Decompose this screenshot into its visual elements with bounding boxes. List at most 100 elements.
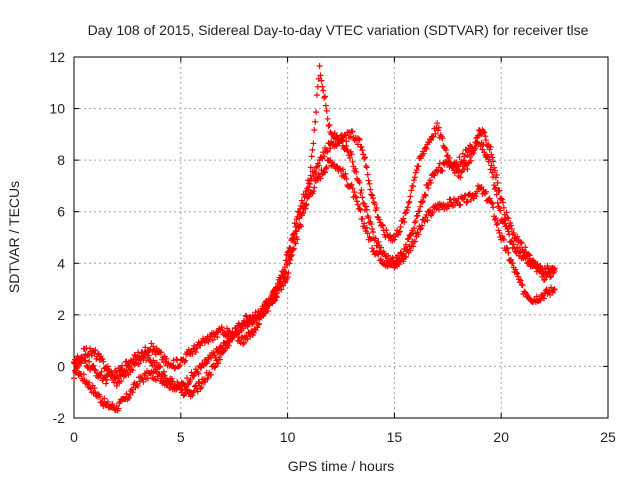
data-point: [487, 166, 494, 173]
data-point: [187, 376, 194, 383]
data-point: [508, 225, 515, 232]
data-point: [321, 94, 328, 101]
data-point: [197, 342, 204, 349]
data-point: [522, 244, 529, 251]
data-point: [319, 83, 326, 90]
x-tick-label: 0: [70, 429, 78, 445]
data-point: [397, 249, 404, 256]
data-point: [215, 360, 222, 367]
data-point: [173, 386, 180, 393]
data-point: [225, 342, 232, 349]
data-point: [448, 199, 455, 206]
data-point: [436, 160, 443, 167]
data-point: [352, 193, 359, 200]
data-point: [492, 215, 499, 222]
data-point: [364, 171, 371, 178]
data-point: [162, 374, 169, 381]
data-point: [265, 302, 272, 309]
data-point: [91, 366, 98, 373]
data-point: [544, 262, 551, 269]
data-point: [254, 324, 261, 331]
data-point: [481, 129, 488, 136]
data-point: [162, 359, 169, 366]
data-point: [486, 146, 493, 153]
data-point: [140, 354, 147, 361]
data-point: [208, 371, 215, 378]
y-tick-label: 4: [57, 255, 65, 271]
data-point: [204, 358, 211, 365]
data-point: [410, 243, 417, 250]
data-point: [439, 135, 446, 142]
data-point: [394, 252, 401, 259]
data-point: [290, 245, 297, 252]
data-point: [181, 358, 188, 365]
data-point: [362, 203, 369, 210]
data-point: [324, 115, 331, 122]
data-point: [240, 322, 247, 329]
data-point: [369, 192, 376, 199]
data-point: [461, 153, 468, 160]
data-point: [516, 252, 522, 259]
x-tick-label: 15: [387, 429, 403, 445]
data-point: [356, 179, 363, 186]
data-point: [508, 237, 515, 244]
data-point: [488, 151, 495, 158]
data-point: [213, 357, 220, 364]
data-point: [198, 384, 205, 391]
data-point: [483, 137, 490, 144]
data-point: [98, 368, 105, 375]
data-point: [242, 312, 249, 319]
data-point: [204, 375, 211, 382]
data-point: [188, 369, 195, 376]
data-point: [200, 361, 207, 368]
data-point: [284, 249, 291, 256]
data-point: [317, 72, 324, 79]
data-point: [100, 358, 107, 365]
data-point: [127, 391, 134, 398]
data-point: [360, 200, 367, 207]
data-point: [434, 120, 441, 127]
data-point: [370, 195, 377, 202]
data-point: [123, 390, 130, 397]
data-point: [515, 273, 522, 280]
data-point: [407, 247, 414, 254]
data-point: [239, 334, 246, 341]
data-point: [364, 230, 371, 237]
data-point: [224, 325, 231, 332]
data-point: [273, 290, 280, 297]
data-point: [323, 107, 330, 114]
data-point: [363, 164, 370, 171]
data-point: [209, 336, 216, 343]
data-point: [514, 233, 521, 240]
data-point: [489, 200, 496, 207]
data-point: [312, 169, 319, 176]
data-point: [427, 177, 433, 184]
data-point: [321, 93, 328, 100]
data-point: [214, 334, 221, 341]
data-point: [182, 357, 189, 364]
data-point: [102, 373, 109, 380]
data-point: [273, 294, 280, 301]
data-point: [415, 231, 422, 238]
data-point: [82, 357, 89, 364]
data-point: [318, 154, 325, 161]
data-point: [211, 364, 218, 371]
data-point: [367, 186, 374, 193]
data-point: [472, 139, 479, 146]
data-point: [260, 310, 267, 317]
data-point: [481, 149, 488, 156]
data-point: [77, 359, 84, 366]
data-point: [456, 154, 463, 161]
data-point: [499, 199, 506, 206]
data-point: [385, 252, 392, 259]
data-point: [402, 210, 409, 217]
data-point: [494, 220, 501, 227]
data-point: [308, 153, 315, 160]
data-point: [256, 320, 263, 327]
data-point: [286, 260, 293, 267]
data-point: [268, 298, 275, 305]
data-point: [321, 169, 328, 176]
data-point: [197, 364, 204, 371]
data-point: [294, 213, 301, 220]
